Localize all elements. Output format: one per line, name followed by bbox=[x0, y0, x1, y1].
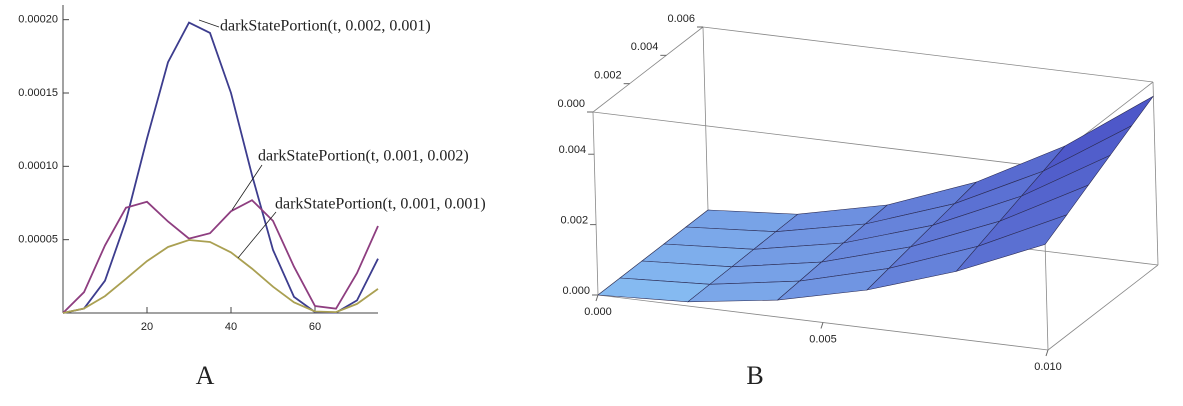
series-label: darkStatePortion(t, 0.002, 0.001) bbox=[220, 18, 431, 35]
leader-line bbox=[198, 19, 220, 28]
x-tick bbox=[1045, 349, 1049, 357]
y-tick-label: 0.000 bbox=[557, 98, 585, 110]
x-tick-label: 0.010 bbox=[1034, 361, 1062, 373]
box-edge bbox=[1047, 264, 1159, 351]
y-tick-label: 0.004 bbox=[631, 41, 659, 53]
surface-patch bbox=[955, 214, 1068, 272]
box-edge bbox=[702, 26, 1154, 83]
box-edge bbox=[592, 26, 704, 113]
x-tick-label: 0.005 bbox=[809, 333, 837, 345]
x-tick-label: 60 bbox=[309, 321, 321, 333]
y-tick-label: 0.00015 bbox=[18, 87, 58, 99]
y-tick-label: 0.00010 bbox=[18, 160, 58, 172]
leader-line bbox=[231, 164, 263, 211]
box-edge bbox=[592, 111, 599, 296]
z-tick-label: 0.002 bbox=[561, 215, 589, 227]
x-tick-label: 20 bbox=[141, 321, 153, 333]
box-edge bbox=[1152, 81, 1159, 266]
series-label: darkStatePortion(t, 0.001, 0.002) bbox=[258, 148, 469, 165]
y-tick-label: 0.002 bbox=[594, 70, 622, 82]
z-tick-label: 0.004 bbox=[559, 144, 587, 156]
y-tick-label: 0.006 bbox=[667, 13, 695, 25]
series-line bbox=[62, 199, 379, 314]
leader-line bbox=[237, 211, 277, 259]
series-line bbox=[62, 21, 379, 314]
panel-label: A bbox=[196, 361, 215, 390]
y-tick-label: 0.00005 bbox=[18, 234, 58, 246]
box-edge bbox=[592, 111, 1044, 168]
x-tick-label: 0.000 bbox=[584, 306, 612, 318]
x-tick bbox=[820, 322, 824, 329]
x-tick-label: 40 bbox=[225, 321, 237, 333]
series-line bbox=[62, 239, 379, 314]
y-tick-label: 0.00020 bbox=[18, 14, 58, 26]
box-edge bbox=[702, 26, 709, 211]
x-tick bbox=[595, 294, 599, 302]
panel-label: B bbox=[746, 361, 763, 390]
series-label: darkStatePortion(t, 0.001, 0.001) bbox=[275, 196, 486, 213]
z-tick-label: 0.000 bbox=[562, 285, 590, 297]
